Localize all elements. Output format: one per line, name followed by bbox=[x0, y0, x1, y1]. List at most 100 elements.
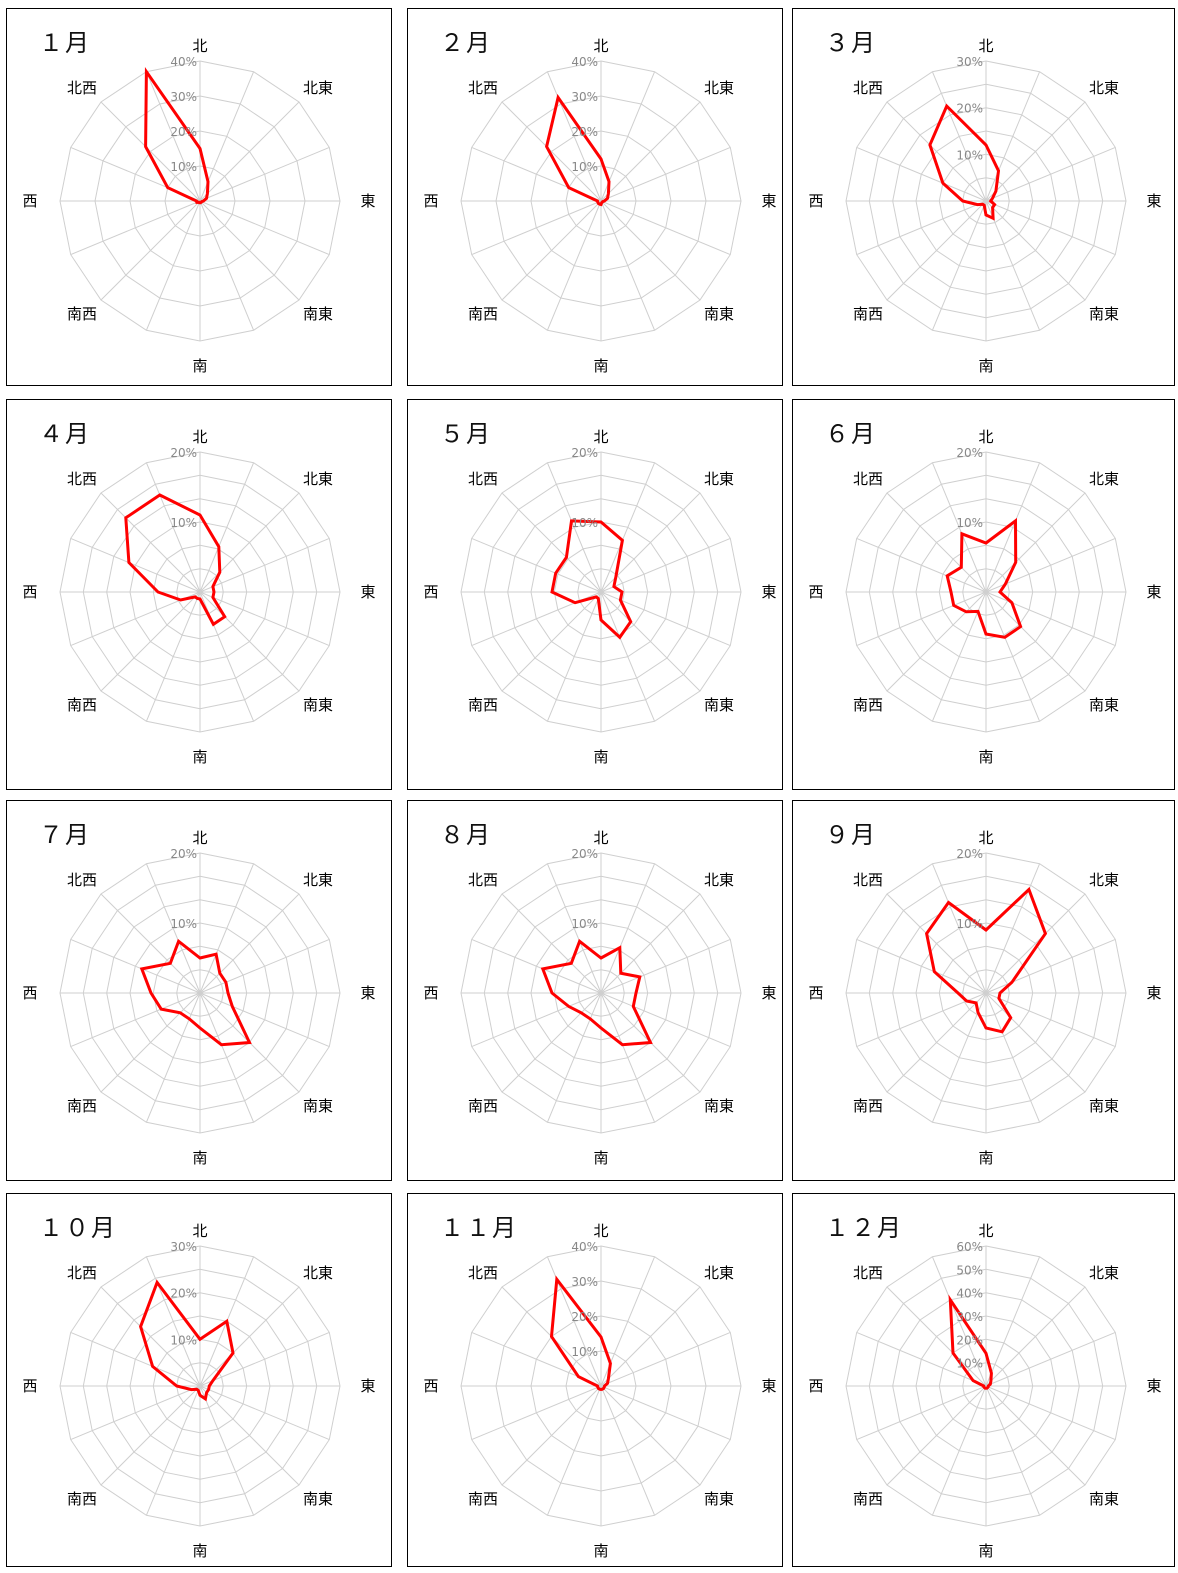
tick-label: 10% bbox=[170, 1333, 197, 1347]
direction-label-w: 西 bbox=[22, 583, 37, 601]
direction-label-w: 西 bbox=[423, 1377, 438, 1395]
tick-label: 40% bbox=[956, 1287, 983, 1301]
grid-spoke bbox=[856, 537, 987, 593]
grid-spoke bbox=[886, 200, 987, 301]
grid-spoke bbox=[546, 1385, 602, 1516]
grid-spoke bbox=[145, 1385, 201, 1516]
direction-label-e: 東 bbox=[360, 1377, 375, 1395]
direction-label-sw: 南西 bbox=[853, 696, 883, 714]
grid-spoke bbox=[985, 200, 1116, 256]
grid-spoke bbox=[199, 1385, 255, 1516]
direction-label-n: 北 bbox=[978, 1222, 993, 1240]
tick-label: 20% bbox=[170, 847, 197, 861]
direction-label-ne: 北東 bbox=[303, 79, 333, 97]
direction-label-e: 東 bbox=[1146, 984, 1161, 1002]
grid-spoke bbox=[199, 1385, 300, 1486]
grid-spoke bbox=[199, 146, 330, 202]
direction-label-n: 北 bbox=[192, 37, 207, 55]
chart-title: ８月 bbox=[440, 821, 492, 849]
direction-label-w: 西 bbox=[22, 192, 37, 210]
grid-spoke bbox=[199, 591, 300, 692]
direction-label-w: 西 bbox=[423, 583, 438, 601]
chart-title: ６月 bbox=[825, 420, 877, 448]
grid-spoke bbox=[985, 992, 1086, 1093]
tick-label: 20% bbox=[956, 446, 983, 460]
direction-label-nw: 北西 bbox=[853, 871, 883, 889]
tick-label: 30% bbox=[956, 1310, 983, 1324]
grid-spoke bbox=[600, 1385, 701, 1486]
wind-rose-panel: １月 10% 20% 30% 40% 北北東東南東南 南西 西 北西 bbox=[6, 8, 392, 386]
direction-label-e: 東 bbox=[360, 984, 375, 1002]
chart-title: ３月 bbox=[825, 29, 877, 57]
grid-spoke bbox=[886, 1286, 987, 1387]
direction-label-se: 南東 bbox=[1089, 1490, 1119, 1508]
grid-spoke bbox=[886, 101, 987, 202]
direction-label-sw: 南西 bbox=[853, 1490, 883, 1508]
direction-label-sw: 南西 bbox=[67, 1097, 97, 1115]
direction-label-nw: 北西 bbox=[468, 470, 498, 488]
grid-spoke bbox=[985, 101, 1086, 202]
grid-spoke bbox=[70, 938, 201, 994]
direction-label-sw: 南西 bbox=[853, 305, 883, 323]
tick-label: 30% bbox=[571, 1275, 598, 1289]
direction-label-s: 南 bbox=[192, 357, 207, 375]
grid-spoke bbox=[931, 863, 987, 994]
grid-spoke bbox=[199, 492, 300, 593]
grid-spoke bbox=[471, 938, 602, 994]
grid-spoke bbox=[546, 992, 602, 1123]
wind-rose-panel: ４月 10% 20% 北北東東南東南 南西 西 北西 bbox=[6, 399, 392, 790]
grid-spoke bbox=[600, 992, 656, 1123]
direction-label-ne: 北東 bbox=[303, 1264, 333, 1282]
chart-title: ５月 bbox=[440, 420, 492, 448]
tick-label: 60% bbox=[956, 1240, 983, 1254]
grid-spoke bbox=[600, 200, 701, 301]
grid-spoke bbox=[501, 492, 602, 593]
direction-label-s: 南 bbox=[978, 1542, 993, 1560]
grid-spoke bbox=[600, 462, 656, 593]
grid-spoke bbox=[70, 591, 201, 647]
grid-spoke bbox=[985, 863, 1041, 994]
grid-spoke bbox=[501, 101, 602, 202]
grid-spoke bbox=[985, 938, 1116, 994]
grid-spoke bbox=[199, 893, 300, 994]
direction-label-se: 南東 bbox=[303, 1490, 333, 1508]
tick-label: 40% bbox=[571, 1240, 598, 1254]
grid-spoke bbox=[856, 1331, 987, 1387]
grid-spoke bbox=[471, 1385, 602, 1441]
tick-label: 20% bbox=[571, 1310, 598, 1324]
tick-label: 40% bbox=[170, 55, 197, 69]
grid-spoke bbox=[100, 200, 201, 301]
grid-spoke bbox=[600, 101, 701, 202]
direction-label-e: 東 bbox=[761, 1377, 776, 1395]
chart-title: １月 bbox=[39, 29, 91, 57]
grid-spoke bbox=[199, 1385, 330, 1441]
grid-spoke bbox=[100, 101, 201, 202]
direction-label-s: 南 bbox=[593, 1149, 608, 1167]
tick-label: 10% bbox=[571, 160, 598, 174]
direction-label-se: 南東 bbox=[704, 305, 734, 323]
grid-spoke bbox=[985, 992, 1041, 1123]
chart-title: ４月 bbox=[39, 420, 91, 448]
direction-label-ne: 北東 bbox=[1089, 79, 1119, 97]
grid-spoke bbox=[985, 200, 1041, 331]
grid-spoke bbox=[600, 893, 701, 994]
grid-spoke bbox=[546, 200, 602, 331]
grid-spoke bbox=[856, 938, 987, 994]
grid-spoke bbox=[931, 1256, 987, 1387]
grid-spoke bbox=[856, 1385, 987, 1441]
direction-label-n: 北 bbox=[593, 428, 608, 446]
chart-title: １１月 bbox=[440, 1214, 518, 1242]
direction-label-sw: 南西 bbox=[468, 1490, 498, 1508]
direction-label-n: 北 bbox=[192, 1222, 207, 1240]
direction-label-n: 北 bbox=[978, 37, 993, 55]
grid-spoke bbox=[100, 1385, 201, 1486]
grid-spoke bbox=[471, 200, 602, 256]
grid-spoke bbox=[546, 71, 602, 202]
series-line bbox=[549, 1275, 612, 1392]
direction-label-nw: 北西 bbox=[468, 1264, 498, 1282]
